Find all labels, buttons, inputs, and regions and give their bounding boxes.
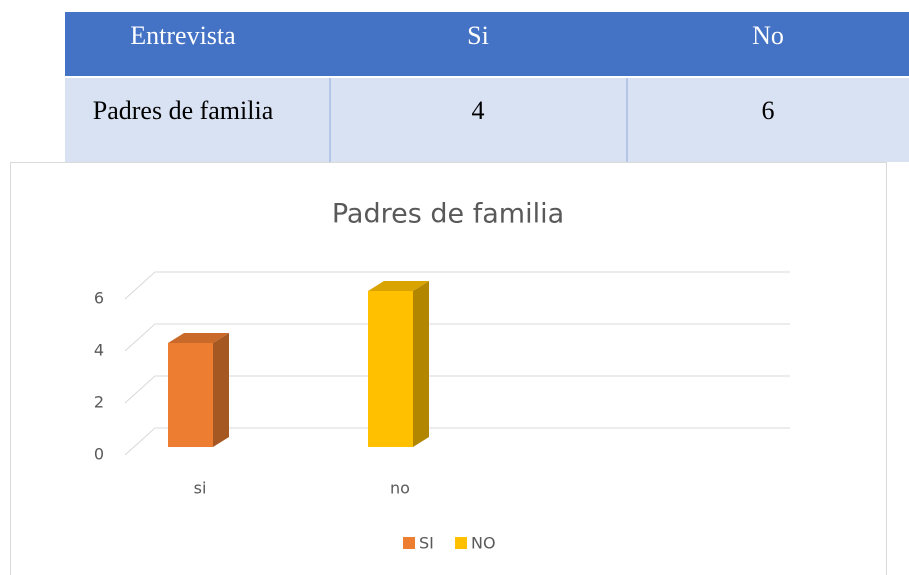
y-tick-label: 0	[94, 445, 104, 464]
bar-side	[413, 281, 429, 447]
y-tick-label: 2	[94, 393, 104, 412]
bar	[168, 343, 213, 447]
bar-top	[368, 281, 429, 291]
grid-line	[124, 427, 790, 456]
header-cell: Entrevista	[130, 21, 236, 50]
y-tick-label: 6	[94, 289, 104, 308]
bar	[368, 291, 413, 447]
x-tick-label: si	[194, 479, 207, 498]
grid-line	[124, 271, 790, 300]
table-row-bg	[65, 77, 909, 162]
legend-label: NO	[471, 534, 496, 553]
chart-title: Padres de familia	[332, 199, 564, 230]
grid-line	[124, 375, 790, 404]
grid-line	[124, 323, 790, 352]
table-header-bg	[65, 12, 909, 77]
legend-label: SI	[419, 534, 434, 553]
cell: Padres de familia	[93, 96, 274, 125]
cell: 4	[472, 96, 485, 125]
chart-frame	[10, 162, 887, 575]
cell: 6	[762, 96, 775, 125]
header-cell: Si	[467, 21, 489, 50]
legend-swatch	[403, 537, 415, 549]
bar-top	[168, 333, 229, 343]
bar-side	[213, 333, 229, 447]
header-cell: No	[752, 21, 784, 50]
legend-swatch	[455, 537, 467, 549]
x-tick-label: no	[390, 479, 410, 498]
y-tick-label: 4	[94, 341, 104, 360]
